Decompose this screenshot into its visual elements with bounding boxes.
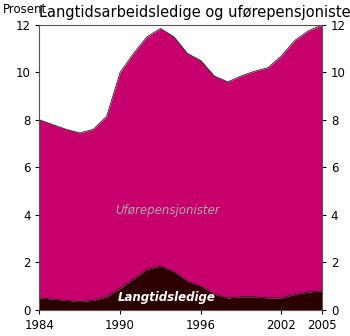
Text: Langtidsarbeidsledige og uførepensjonister: Langtidsarbeidsledige og uførepensjonist… — [40, 5, 350, 19]
Text: Uførepensjonister: Uførepensjonister — [115, 204, 219, 217]
Text: Langtidsledige: Langtidsledige — [118, 291, 216, 304]
Text: Prosent: Prosent — [3, 3, 47, 16]
